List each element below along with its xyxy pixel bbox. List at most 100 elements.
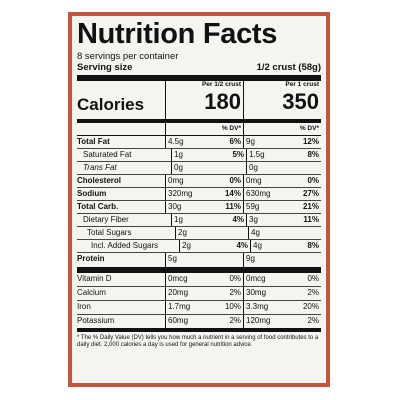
amount-whole-crust: 9g	[243, 136, 293, 148]
dv-half-crust: 0%	[229, 274, 241, 283]
dv-half-crust: 4%	[236, 241, 248, 250]
dv-half-crust	[218, 162, 246, 174]
dv-half-crust: 2%	[229, 316, 241, 325]
dv-whole-crust	[293, 227, 321, 239]
nutrient-name: Saturated Fat	[83, 150, 132, 159]
dv-half-crust: 4%	[232, 215, 244, 224]
amount-whole-crust: 9g	[243, 253, 293, 267]
amount-half-crust: 2g	[179, 240, 222, 252]
nutrient-row-total-sugars: Total Sugars 2g 4g	[77, 227, 321, 240]
nutrient-row-trans-fat: Trans Fat 0g 0g	[77, 162, 321, 175]
nutrient-row-cholesterol: Cholesterol 0mg 0% 0mg 0%	[77, 175, 321, 188]
calories-column-whole-crust: Per 1 crust 350	[243, 81, 321, 119]
nutrition-facts-panel: Nutrition Facts 8 servings per container…	[72, 16, 326, 383]
dv-header-half-crust: % DV*	[165, 123, 243, 135]
panel-title: Nutrition Facts	[77, 18, 278, 50]
vitamin-row-vitamin-d: Vitamin D 0mcg 0% 0mcg 0%	[77, 273, 321, 287]
amount-whole-crust: 3.3mg	[243, 301, 293, 314]
dv-half-crust: 6%	[229, 137, 241, 146]
nutrient-name: Dietary Fiber	[83, 215, 129, 224]
nutrient-name: Total Fat	[77, 137, 110, 146]
amount-whole-crust: 59g	[243, 201, 293, 213]
amount-half-crust: 0mg	[165, 175, 215, 187]
calories-column-half-crust: Per 1/2 crust 180	[165, 81, 243, 119]
amount-half-crust: 2g	[175, 227, 220, 239]
vitamin-row-potassium: Potassium 60mg 2% 120mg 2%	[77, 315, 321, 332]
package-border: Nutrition Facts 8 servings per container…	[68, 12, 330, 387]
dv-whole-crust: 2%	[307, 316, 319, 325]
nutrient-row-total-carb: Total Carb. 30g 11% 59g 21%	[77, 201, 321, 214]
dv-whole-crust: 2%	[307, 288, 319, 297]
amount-half-crust: 30g	[165, 201, 215, 213]
amount-half-crust: 1g	[171, 149, 218, 161]
amount-half-crust: 5g	[165, 253, 215, 267]
amount-whole-crust: 120mg	[243, 315, 293, 328]
amount-half-crust: 320mg	[165, 188, 215, 200]
nutrient-name: Vitamin D	[77, 274, 112, 283]
nutrient-name: Total Carb.	[77, 202, 119, 211]
dv-whole-crust: 21%	[302, 202, 319, 211]
nutrient-row-protein: Protein 5g 9g	[77, 253, 321, 273]
amount-half-crust: 20mg	[165, 287, 215, 300]
column-header-half-crust: Per 1/2 crust	[201, 81, 241, 88]
serving-size-row: Serving size 1/2 crust (58g)	[77, 62, 321, 81]
dv-half-crust: 0%	[229, 176, 241, 185]
nutrient-name: Iron	[77, 302, 91, 311]
amount-whole-crust: 1.5g	[246, 149, 293, 161]
amount-whole-crust: 630mg	[243, 188, 293, 200]
nutrient-name: Potassium	[77, 316, 115, 325]
calories-value-whole-crust: 350	[282, 89, 319, 114]
calories-label: Calories	[77, 95, 145, 114]
nutrient-row-dietary-fiber: Dietary Fiber 1g 4% 3g 11%	[77, 214, 321, 227]
dv-half-crust: 5%	[232, 150, 244, 159]
amount-whole-crust: 0g	[246, 162, 293, 174]
dv-half-crust: 11%	[225, 202, 241, 211]
dv-half-crust: 2%	[229, 288, 241, 297]
amount-half-crust: 60mg	[165, 315, 215, 328]
servings-per-container: 8 servings per container	[77, 51, 179, 62]
amount-whole-crust: 4g	[248, 227, 293, 239]
amount-half-crust: 1g	[171, 214, 218, 226]
nutrient-row-saturated-fat: Saturated Fat 1g 5% 1.5g 8%	[77, 149, 321, 162]
column-header-whole-crust: Per 1 crust	[285, 81, 319, 88]
amount-whole-crust: 0mg	[243, 175, 293, 187]
amount-whole-crust: 30mg	[243, 287, 293, 300]
dv-whole-crust: 8%	[307, 241, 319, 250]
dv-whole-crust: 20%	[302, 302, 319, 311]
vitamin-row-calcium: Calcium 20mg 2% 30mg 2%	[77, 287, 321, 301]
nutrient-row-added-sugars: Incl. Added Sugars 2g 4% 4g 8%	[77, 240, 321, 253]
nutrient-row-total-fat: Total Fat 4.5g 6% 9g 12%	[77, 136, 321, 149]
vitamin-row-iron: Iron 1.7mg 10% 3.3mg 20%	[77, 301, 321, 315]
dv-whole-crust	[293, 253, 321, 267]
nutrient-name: Incl. Added Sugars	[91, 241, 159, 250]
amount-half-crust: 1.7mg	[165, 301, 215, 314]
nutrient-name: Trans Fat	[83, 163, 117, 172]
dv-whole-crust: 27%	[302, 189, 319, 198]
nutrient-name: Protein	[77, 254, 105, 263]
dv-half-crust: 14%	[224, 189, 241, 198]
serving-size-label: Serving size	[77, 62, 133, 73]
calories-row: Calories Per 1/2 crust 180 Per 1 crust 3…	[77, 81, 321, 123]
amount-whole-crust: 4g	[250, 240, 293, 252]
amount-whole-crust: 0mcg	[243, 273, 293, 286]
nutrient-name: Cholesterol	[77, 176, 122, 185]
dv-half-crust	[215, 253, 243, 267]
amount-half-crust: 0mcg	[165, 273, 215, 286]
dv-whole-crust: 8%	[307, 150, 319, 159]
nutrient-name: Total Sugars	[87, 228, 132, 237]
dv-header-whole-crust: % DV*	[243, 123, 321, 135]
calories-value-half-crust: 180	[204, 89, 241, 114]
nutrient-name: Sodium	[77, 189, 107, 198]
amount-whole-crust: 3g	[246, 214, 293, 226]
amount-half-crust: 4.5g	[165, 136, 215, 148]
dv-half-crust: 10%	[224, 302, 241, 311]
amount-half-crust: 0g	[171, 162, 218, 174]
daily-value-footnote: * The % Daily Value (DV) tells you how m…	[77, 335, 319, 349]
daily-value-header-row: % DV* % DV*	[77, 123, 321, 136]
dv-whole-crust: 11%	[303, 215, 319, 224]
dv-whole-crust: 12%	[302, 137, 319, 146]
dv-whole-crust: 0%	[307, 176, 319, 185]
nutrient-row-sodium: Sodium 320mg 14% 630mg 27%	[77, 188, 321, 201]
dv-whole-crust: 0%	[307, 274, 319, 283]
dv-whole-crust	[293, 162, 321, 174]
